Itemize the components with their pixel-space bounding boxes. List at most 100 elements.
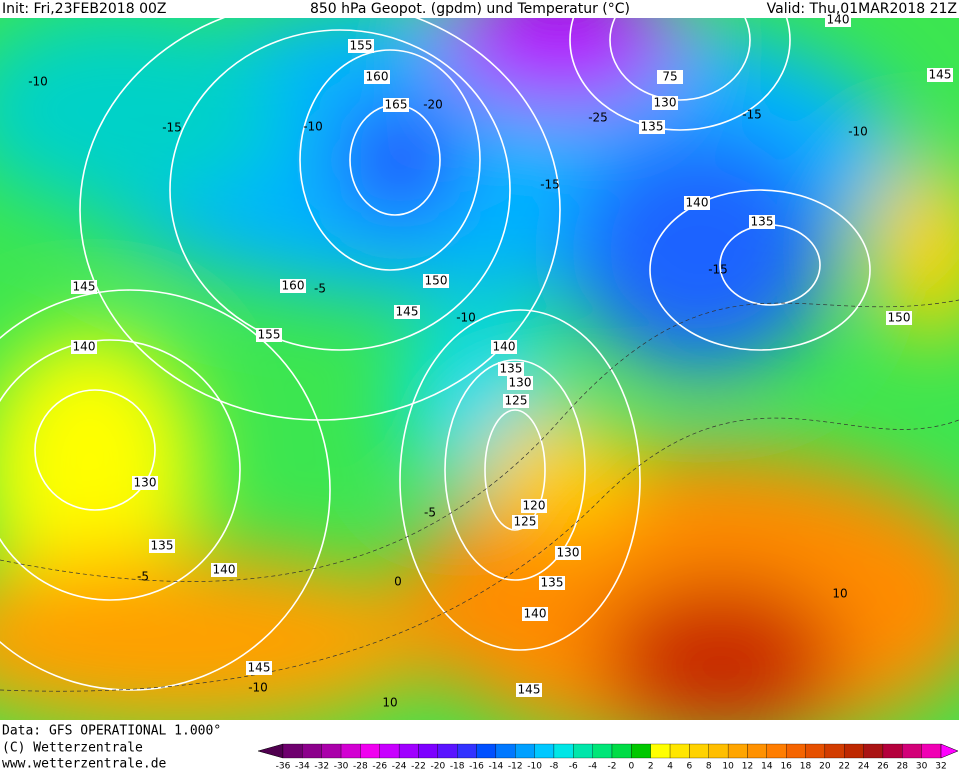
geopotential-label: 155 xyxy=(350,39,373,53)
legend-swatch xyxy=(398,743,419,759)
legend-label: -6 xyxy=(569,762,578,770)
legend-swatch xyxy=(882,743,903,759)
geopotential-label-box xyxy=(491,340,517,354)
legend-swatch xyxy=(689,743,709,759)
legend-label: 30 xyxy=(916,762,928,770)
geopotential-label-box xyxy=(246,661,272,675)
legend-swatch xyxy=(418,743,438,759)
legend-swatch xyxy=(534,743,555,759)
geopotential-label: 140 xyxy=(827,13,850,27)
geopotential-label: 145 xyxy=(396,305,419,319)
legend-swatch xyxy=(708,743,729,759)
legend-swatch xyxy=(495,743,516,759)
geopotential-label: 130 xyxy=(509,376,532,390)
geopotential-label-box xyxy=(71,340,97,354)
geopotential-label: 140 xyxy=(73,340,96,354)
legend-swatch xyxy=(727,743,748,759)
legend-swatch xyxy=(321,743,342,759)
data-source: Data: GFS OPERATIONAL 1.000° xyxy=(2,724,221,739)
legend-label: -34 xyxy=(295,762,310,770)
map xyxy=(0,18,959,720)
legend-label: -18 xyxy=(450,762,465,770)
legend-swatch xyxy=(437,743,458,759)
temperature-label: -10 xyxy=(848,125,868,139)
legend-swatch xyxy=(921,743,942,759)
temperature-label: -5 xyxy=(314,282,326,296)
geopotential-label-box xyxy=(555,546,581,560)
legend-swatch xyxy=(844,743,864,759)
geopotential-label-box xyxy=(423,274,449,288)
legend-label: -26 xyxy=(372,762,387,770)
geopotential-label-box xyxy=(507,376,533,390)
geopotential-label: 135 xyxy=(541,576,564,590)
temperature-label: -25 xyxy=(588,111,608,125)
geopotential-label: 145 xyxy=(73,280,96,294)
geopotential-label: 140 xyxy=(524,607,547,621)
geopotential-label-box xyxy=(516,683,542,697)
legend-label: -16 xyxy=(469,762,484,770)
legend-label: 10 xyxy=(722,762,734,770)
geopotential-label-box xyxy=(348,39,374,53)
geopotential-label-box xyxy=(256,328,282,342)
legend-label: -28 xyxy=(353,762,368,770)
legend-label: -4 xyxy=(588,762,597,770)
geopotential-label: 140 xyxy=(213,563,236,577)
legend-swatch xyxy=(669,743,690,759)
legend-swatch xyxy=(611,743,632,759)
legend-swatch xyxy=(902,743,922,759)
temperature-label: -5 xyxy=(424,506,436,520)
legend-swatch xyxy=(302,743,322,759)
geopotential-label-box xyxy=(394,305,420,319)
temperature-label: 10 xyxy=(382,696,397,710)
legend-label: 6 xyxy=(687,762,693,770)
legend-label: 14 xyxy=(761,762,773,770)
legend-swatch xyxy=(553,743,574,759)
legend-swatch xyxy=(379,743,400,759)
temperature-label: -15 xyxy=(742,108,762,122)
geopotential-label: 160 xyxy=(366,70,389,84)
website: www.wetterzentrale.de xyxy=(2,757,167,770)
geopotential-label: 130 xyxy=(557,546,580,560)
geopotential-label: 135 xyxy=(151,539,174,553)
geopotential-label: 160 xyxy=(282,279,305,293)
legend-label: -10 xyxy=(527,762,542,770)
geopotential-label-box xyxy=(383,98,409,112)
legend-label: 26 xyxy=(877,762,889,770)
legend-swatch xyxy=(824,743,845,759)
geopotential-label: 150 xyxy=(888,311,911,325)
geopotential-label-box xyxy=(652,96,678,110)
geopotential-label: 145 xyxy=(518,683,541,697)
geopotential-label-box xyxy=(684,196,710,210)
geopotential-label: 125 xyxy=(505,394,528,408)
geopotential-label: 140 xyxy=(493,340,516,354)
geopotential-label: 135 xyxy=(641,120,664,134)
legend-label: 24 xyxy=(858,762,870,770)
geopotential-label: 145 xyxy=(248,661,271,675)
legend-label: 0 xyxy=(628,762,634,770)
geopotential-label-box xyxy=(886,311,912,325)
legend-label: -22 xyxy=(411,762,426,770)
legend-label: -14 xyxy=(489,762,504,770)
isolines xyxy=(0,18,871,691)
geopotential-label-box xyxy=(512,515,538,529)
temperature-label: -15 xyxy=(708,263,728,277)
legend-label: 28 xyxy=(897,762,909,770)
temperature-label: -20 xyxy=(423,98,443,112)
legend-swatch xyxy=(340,743,361,759)
legend-arrow-right xyxy=(940,743,959,759)
geopotential-label: 150 xyxy=(425,274,448,288)
legend-label: -12 xyxy=(508,762,523,770)
legend-swatch xyxy=(360,743,380,759)
legend-swatch xyxy=(650,743,671,759)
geopotential-label: 140 xyxy=(686,196,709,210)
legend-swatch xyxy=(766,743,787,759)
legend-label: -36 xyxy=(276,762,291,770)
geopotential-label-box xyxy=(498,362,524,376)
temperature-label: -10 xyxy=(303,120,323,134)
legend-swatch xyxy=(805,743,826,759)
legend-label: 22 xyxy=(839,762,850,770)
temperature-label: -5 xyxy=(137,570,149,584)
copyright: (C) Wetterzentrale xyxy=(2,741,143,756)
geopotential-label: 120 xyxy=(523,499,546,513)
